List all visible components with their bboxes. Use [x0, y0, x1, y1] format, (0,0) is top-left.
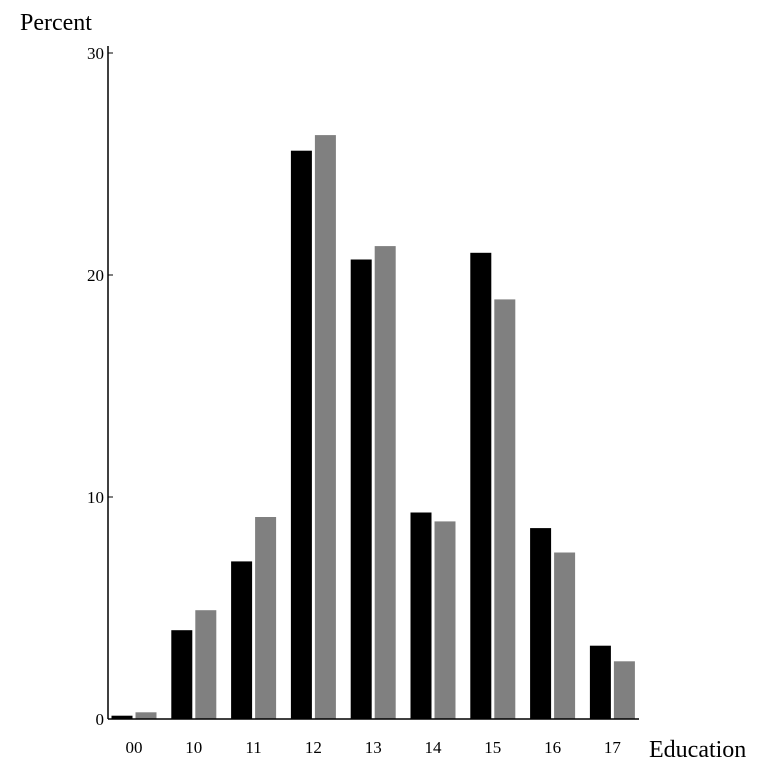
bar-16-series-2	[554, 552, 576, 719]
y-axis-title: Percent	[20, 10, 92, 36]
x-tick-label-00: 00	[126, 738, 143, 757]
ticks-group: 0 10 20 30 00 10 11 12 13 14 15 16 17	[87, 44, 621, 757]
bar-00-series-2	[135, 712, 157, 719]
x-tick-label-10: 10	[185, 738, 202, 757]
bar-15-series-1	[470, 252, 492, 720]
y-tick-label-0: 0	[96, 710, 105, 729]
x-tick-label-17: 17	[604, 738, 622, 757]
x-tick-label-14: 14	[425, 738, 443, 757]
x-axis-title: Education	[649, 737, 746, 763]
bar-14-series-1	[410, 512, 432, 719]
bar-17-series-1	[589, 645, 611, 719]
bars-group	[111, 135, 635, 720]
bar-00-series-1	[111, 715, 133, 719]
bar-11-series-1	[231, 561, 253, 719]
bar-14-series-2	[434, 521, 456, 719]
bar-15-series-2	[494, 299, 516, 719]
y-tick-label-10: 10	[87, 488, 104, 507]
bar-13-series-2	[374, 246, 396, 719]
x-tick-label-13: 13	[365, 738, 382, 757]
x-tick-label-12: 12	[305, 738, 322, 757]
y-tick-label-20: 20	[87, 266, 104, 285]
bar-13-series-1	[350, 259, 372, 719]
bar-16-series-1	[530, 528, 552, 719]
bar-10-series-2	[195, 610, 217, 719]
x-tick-label-11: 11	[245, 738, 261, 757]
bar-17-series-2	[613, 661, 635, 719]
axes-group	[107, 46, 639, 720]
bar-12-series-1	[290, 150, 312, 719]
x-tick-label-16: 16	[544, 738, 561, 757]
bar-10-series-1	[171, 630, 193, 719]
y-tick-label-30: 30	[87, 44, 104, 63]
x-tick-label-15: 15	[484, 738, 501, 757]
bar-12-series-2	[314, 135, 336, 720]
bar-11-series-2	[255, 517, 277, 719]
